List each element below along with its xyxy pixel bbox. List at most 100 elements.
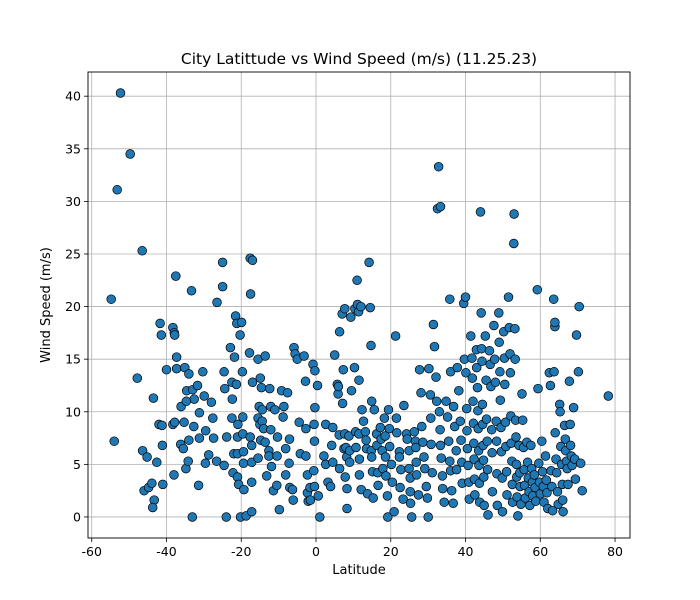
data-point [305, 495, 316, 505]
data-point [161, 364, 172, 375]
data-point [487, 486, 498, 497]
data-point [550, 428, 560, 438]
data-point [497, 506, 508, 517]
data-point [489, 320, 499, 331]
data-point [435, 424, 445, 435]
data-point [411, 442, 421, 453]
data-point [354, 454, 365, 464]
data-point [532, 284, 543, 295]
data-point [503, 292, 514, 302]
data-point [368, 493, 378, 503]
data-point [280, 470, 291, 480]
data-point [565, 440, 576, 451]
data-point [189, 394, 199, 404]
data-point [272, 451, 282, 461]
data-point [366, 340, 376, 351]
data-point [334, 327, 345, 337]
data-point [603, 391, 614, 401]
data-point [344, 431, 354, 441]
data-point [171, 363, 182, 374]
data-point [279, 401, 289, 412]
data-point [179, 417, 189, 428]
data-point [469, 454, 479, 464]
data-point [217, 257, 228, 268]
data-point [513, 511, 523, 521]
data-point [491, 436, 502, 446]
data-point [414, 364, 425, 375]
data-point [402, 434, 412, 444]
data-point [445, 456, 455, 466]
y-tick-label: 5 [73, 457, 81, 472]
data-point [466, 331, 476, 341]
data-point [192, 380, 203, 391]
data-point [511, 432, 521, 442]
data-point [274, 504, 285, 515]
x-tick-label: 60 [532, 544, 548, 559]
data-point [463, 460, 473, 471]
data-point [238, 458, 249, 469]
data-point [383, 512, 393, 522]
data-point [413, 490, 424, 500]
data-point [365, 302, 375, 313]
data-point [178, 443, 189, 454]
data-point [169, 330, 180, 340]
data-point [287, 484, 298, 495]
data-point [342, 483, 352, 494]
data-point [558, 506, 568, 517]
data-point [375, 422, 386, 433]
data-point [517, 389, 527, 399]
data-point [491, 416, 501, 426]
data-point [244, 348, 255, 358]
data-point [346, 385, 357, 396]
data-point [194, 433, 205, 443]
data-point [328, 457, 338, 468]
data-point [358, 416, 369, 426]
data-point [537, 436, 547, 446]
data-point [142, 452, 152, 462]
data-point [502, 490, 512, 500]
data-point [529, 470, 540, 480]
data-point [384, 441, 395, 452]
data-point [540, 451, 551, 461]
data-point [193, 480, 204, 491]
data-point [517, 415, 528, 425]
data-point [500, 379, 510, 390]
data-point [346, 312, 356, 322]
data-point [545, 380, 556, 391]
data-point [255, 373, 266, 383]
data-point [211, 456, 222, 466]
data-point [312, 380, 323, 391]
data-point [437, 471, 448, 481]
plot-frame [87, 71, 631, 539]
data-point [389, 506, 399, 517]
data-point [239, 484, 249, 495]
data-point [349, 362, 360, 373]
data-point [200, 425, 211, 436]
data-point [354, 470, 365, 480]
data-point [206, 397, 217, 408]
x-tick-label: -60 [82, 544, 102, 559]
data-point [272, 432, 283, 442]
data-point [200, 458, 211, 469]
data-point [411, 470, 422, 480]
data-point [329, 350, 340, 360]
data-point [270, 404, 280, 415]
data-point [534, 458, 544, 469]
data-point [261, 471, 272, 481]
data-point [469, 438, 479, 449]
data-point [405, 498, 416, 509]
data-point [436, 453, 446, 463]
data-point [152, 457, 162, 468]
data-point [435, 440, 446, 451]
data-point [483, 510, 493, 520]
data-point [169, 417, 180, 428]
data-point [300, 376, 311, 387]
data-point [344, 457, 355, 468]
data-point [231, 379, 242, 390]
data-point [451, 464, 462, 475]
data-point [477, 356, 487, 367]
data-point [476, 343, 487, 354]
data-point [471, 362, 482, 373]
data-point [278, 412, 288, 422]
data-point [426, 413, 436, 423]
